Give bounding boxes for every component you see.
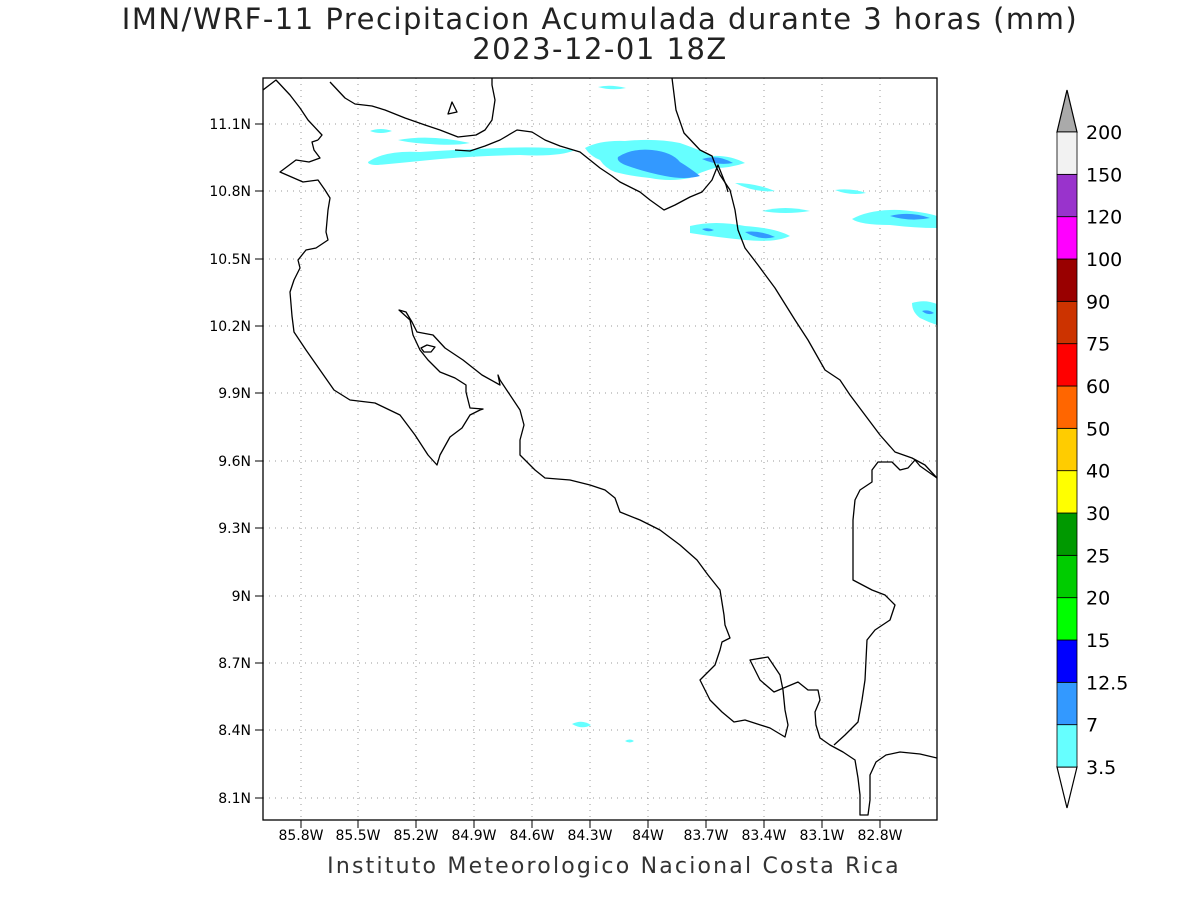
lon-tick-4: 84.6W bbox=[509, 820, 555, 844]
longitude-axis: 85.8W 85.5W 85.2W 84.9W 84.6W 84.3W 84W … bbox=[278, 820, 903, 844]
lon-tick-7: 83.7W bbox=[683, 820, 729, 844]
lat-label: 9.3N bbox=[218, 521, 251, 537]
legend-swatch bbox=[1056, 343, 1078, 387]
latitude-axis: 11.1N 10.8N 10.5N 10.2N 9.9N 9.6N 9.3N 9… bbox=[209, 117, 263, 807]
legend-label: 7 bbox=[1086, 715, 1098, 737]
legend-label: 3.5 bbox=[1086, 757, 1116, 779]
lon-label: 83.4W bbox=[741, 828, 786, 844]
lon-label: 85.2W bbox=[393, 828, 438, 844]
lat-tick-1: 10.8N bbox=[209, 184, 263, 200]
legend-max-arrow bbox=[1056, 89, 1078, 133]
lat-label: 11.1N bbox=[209, 117, 251, 133]
lon-tick-0: 85.8W bbox=[278, 820, 324, 844]
legend-swatch bbox=[1056, 300, 1078, 345]
legend-label: 75 bbox=[1086, 334, 1110, 356]
legend-label: 20 bbox=[1086, 588, 1110, 610]
lon-label: 84W bbox=[632, 828, 664, 844]
legend-swatch bbox=[1056, 427, 1078, 472]
credit-footer: Instituto Meteorologico Nacional Costa R… bbox=[327, 854, 901, 879]
legend-label: 50 bbox=[1086, 418, 1110, 440]
lat-label: 9N bbox=[232, 589, 251, 605]
lon-tick-9: 83.1W bbox=[799, 820, 845, 844]
legend-label: 100 bbox=[1086, 249, 1122, 271]
legend-swatch bbox=[1056, 512, 1078, 556]
legend-swatch bbox=[1056, 173, 1078, 218]
lat-label: 8.7N bbox=[218, 656, 251, 672]
legend-label: 25 bbox=[1086, 545, 1110, 567]
lon-tick-1: 85.5W bbox=[335, 820, 381, 844]
lat-tick-7: 9N bbox=[232, 589, 263, 605]
lon-label: 84.9W bbox=[451, 828, 496, 844]
legend-swatch bbox=[1056, 385, 1078, 429]
lat-tick-4: 9.9N bbox=[218, 386, 263, 402]
legend-swatch bbox=[1056, 597, 1078, 641]
lon-tick-5: 84.3W bbox=[567, 820, 613, 844]
map-subtitle-datetime: 2023-12-01 18Z bbox=[472, 32, 728, 66]
lat-tick-8: 8.7N bbox=[218, 656, 263, 672]
lat-label: 10.2N bbox=[209, 319, 251, 335]
lon-tick-6: 84W bbox=[632, 820, 664, 844]
map-title: IMN/WRF-11 Precipitacion Acumulada duran… bbox=[121, 2, 1079, 36]
lon-label: 84.6W bbox=[509, 828, 554, 844]
lon-tick-3: 84.9W bbox=[451, 820, 497, 844]
lon-tick-8: 83.4W bbox=[741, 820, 787, 844]
lat-tick-3: 10.2N bbox=[209, 319, 263, 335]
lon-label: 83.1W bbox=[799, 828, 844, 844]
lat-label: 9.9N bbox=[218, 386, 251, 402]
legend-swatch bbox=[1056, 681, 1078, 726]
legend-label: 30 bbox=[1086, 503, 1110, 525]
legend-label: 15 bbox=[1086, 630, 1110, 652]
precipitation-layer bbox=[368, 85, 937, 743]
plot-frame bbox=[262, 77, 938, 821]
lat-tick-0: 11.1N bbox=[209, 117, 263, 133]
lat-tick-6: 9.3N bbox=[218, 521, 263, 537]
lat-tick-2: 10.5N bbox=[209, 252, 263, 268]
legend-label: 120 bbox=[1086, 207, 1122, 229]
lat-label: 10.5N bbox=[209, 252, 251, 268]
lon-label: 85.5W bbox=[335, 828, 380, 844]
gridlines bbox=[263, 78, 937, 820]
lon-label: 82.8W bbox=[857, 828, 902, 844]
lat-tick-5: 9.6N bbox=[218, 454, 263, 470]
lat-label: 10.8N bbox=[209, 184, 251, 200]
lat-label: 8.4N bbox=[218, 723, 251, 739]
lat-tick-9: 8.4N bbox=[218, 723, 263, 739]
legend-swatch bbox=[1056, 470, 1078, 514]
lon-tick-10: 82.8W bbox=[857, 820, 903, 844]
legend-swatch bbox=[1056, 724, 1078, 768]
legend-label: 40 bbox=[1086, 461, 1110, 483]
plot-area bbox=[263, 78, 937, 820]
legend-swatch bbox=[1056, 216, 1078, 260]
color-legend: 3.5 7 12.5 15 20 25 30 40 50 60 75 90 100 120 150 200 bbox=[1056, 89, 1128, 809]
lon-label: 83.7W bbox=[683, 828, 728, 844]
precip-moderate bbox=[617, 149, 934, 315]
lon-label: 85.8W bbox=[278, 828, 323, 844]
legend-label: 60 bbox=[1086, 376, 1110, 398]
legend-label: 150 bbox=[1086, 164, 1122, 186]
coastline-borders bbox=[263, 78, 937, 816]
legend-min-arrow bbox=[1056, 766, 1078, 809]
legend-swatch bbox=[1056, 554, 1078, 599]
legend-label: 90 bbox=[1086, 291, 1110, 313]
lat-label: 9.6N bbox=[218, 454, 251, 470]
lat-label: 8.1N bbox=[218, 791, 251, 807]
legend-swatch bbox=[1056, 258, 1078, 302]
legend-label: 12.5 bbox=[1086, 672, 1128, 694]
legend-label: 200 bbox=[1086, 122, 1122, 144]
lon-tick-2: 85.2W bbox=[393, 820, 439, 844]
lat-tick-10: 8.1N bbox=[218, 791, 263, 807]
lon-label: 84.3W bbox=[567, 828, 612, 844]
legend-swatch bbox=[1056, 131, 1078, 175]
legend-swatch bbox=[1056, 639, 1078, 683]
